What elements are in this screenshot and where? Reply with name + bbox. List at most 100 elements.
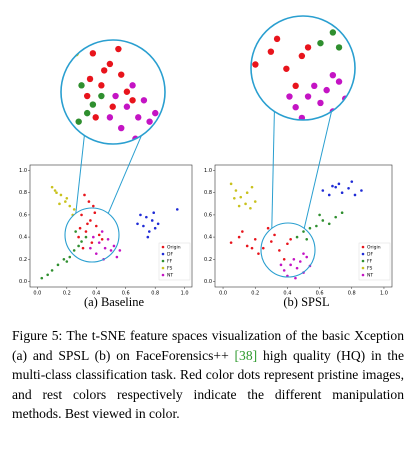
zoom-point xyxy=(292,82,299,90)
point xyxy=(112,244,116,248)
point xyxy=(83,193,86,197)
point xyxy=(253,200,257,203)
point xyxy=(145,215,148,219)
x-tick-label: 0.0 xyxy=(219,291,227,297)
point xyxy=(253,238,257,241)
y-tick-label: 1.0 xyxy=(19,168,27,174)
x-tick-label: 0.4 xyxy=(92,291,100,297)
point xyxy=(50,185,54,189)
legend-marker xyxy=(361,266,365,270)
zoom-lens xyxy=(250,15,356,121)
figure: 0.0 0.2 0.4 0.6 0.8 1.0 0.0 0.2 0.4 0.6 0.8 1.0 Orig… xyxy=(19,15,393,309)
legend-marker xyxy=(161,245,165,249)
y-tick-label: 0.6 xyxy=(204,212,212,218)
y-tick-label: 0.4 xyxy=(19,235,27,241)
legend-label: NT xyxy=(167,273,173,279)
point xyxy=(68,204,72,208)
x-tick-label: 0.4 xyxy=(283,291,291,297)
point xyxy=(153,226,157,230)
plot-frame xyxy=(29,164,193,288)
plot-frame xyxy=(214,164,393,288)
point xyxy=(81,246,85,250)
point xyxy=(315,224,318,228)
point xyxy=(327,193,331,197)
x-tick-label: 1.0 xyxy=(181,291,189,297)
point xyxy=(115,255,119,259)
zoom-point xyxy=(317,39,324,47)
zoom-point xyxy=(112,33,118,39)
point xyxy=(340,191,344,195)
zoom-point xyxy=(146,118,153,125)
point xyxy=(353,193,357,197)
x-tick-label: 0.8 xyxy=(348,291,356,297)
point xyxy=(87,200,91,203)
point xyxy=(147,230,151,233)
zoom-point xyxy=(78,82,85,89)
legend-label: DF xyxy=(167,252,173,258)
zoom-point xyxy=(89,101,97,108)
zoom-point xyxy=(267,48,275,55)
figure-caption: Figure 5: The t-SNE feature spaces visua… xyxy=(12,326,404,424)
point xyxy=(72,249,76,252)
x-tick-label: 0.6 xyxy=(316,291,324,297)
point xyxy=(305,255,309,259)
point xyxy=(245,244,249,248)
point xyxy=(244,202,247,206)
legend-label: FF xyxy=(367,259,373,265)
x-tick-label: 1.0 xyxy=(380,291,388,297)
point xyxy=(250,246,254,250)
point xyxy=(68,255,72,259)
point xyxy=(295,235,299,239)
point xyxy=(298,260,302,263)
point xyxy=(150,219,154,222)
point xyxy=(152,211,156,214)
zoom-connector xyxy=(271,111,275,229)
point xyxy=(64,200,67,203)
point xyxy=(100,230,104,233)
point xyxy=(292,257,296,261)
point xyxy=(146,235,150,239)
point xyxy=(93,211,97,214)
caption-text: high quality (HQ) in the multi-class cla… xyxy=(12,347,404,422)
zoom-connector xyxy=(107,134,143,214)
point xyxy=(77,235,80,239)
point xyxy=(233,196,236,200)
zoom-point xyxy=(123,103,131,110)
citation[interactable]: [38] xyxy=(234,347,258,363)
point xyxy=(273,233,276,237)
legend-label: DF xyxy=(367,252,373,258)
point xyxy=(59,193,63,197)
zoom-point xyxy=(129,97,136,104)
zoom-point xyxy=(109,103,116,110)
point xyxy=(282,269,286,272)
point xyxy=(302,230,305,233)
legend-marker xyxy=(361,259,365,263)
point xyxy=(77,244,80,248)
y-tick-label: 0.2 xyxy=(204,257,212,263)
zoom-point xyxy=(304,44,312,51)
zoom-view xyxy=(251,16,355,120)
point xyxy=(97,241,101,244)
point xyxy=(295,266,299,270)
point xyxy=(139,213,142,217)
zoom-point xyxy=(98,82,105,89)
zoom-point xyxy=(89,50,97,57)
point xyxy=(175,208,179,211)
zoom-point xyxy=(292,104,299,111)
y-tick-label: 0.0 xyxy=(204,279,212,285)
y-tick-label: 0.6 xyxy=(19,212,27,218)
zoom-point xyxy=(252,61,259,68)
point xyxy=(86,222,89,226)
zoom-point xyxy=(129,82,136,89)
point xyxy=(327,222,331,226)
point xyxy=(103,246,107,250)
legend-label: NT xyxy=(367,273,373,279)
legend-marker xyxy=(361,273,365,277)
point xyxy=(294,276,297,280)
y-tick-label: 0.0 xyxy=(19,279,27,285)
point xyxy=(266,226,270,230)
x-tick-label: 0.0 xyxy=(33,291,41,297)
point xyxy=(229,182,233,186)
zoom-point xyxy=(83,92,91,100)
point xyxy=(94,224,98,228)
